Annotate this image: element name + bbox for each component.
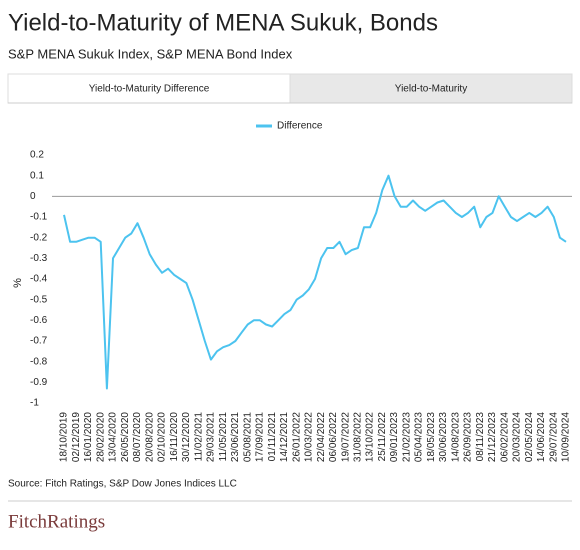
x-tick-label: 10/03/2022 [304,412,315,462]
y-tick-label: 0.2 [30,150,44,161]
y-tick-label: -0.3 [30,253,48,264]
x-tick-label: 19/07/2022 [340,412,351,462]
x-tick-label: 08/07/2020 [132,412,143,462]
x-tick-label: 11/05/2021 [218,412,229,462]
x-tick-label: 18/05/2023 [426,412,437,462]
x-tick-label: 20/03/2024 [512,412,523,462]
x-tick-label: 13/04/2020 [108,412,119,462]
tab[interactable]: Yield-to-Maturity [395,84,467,95]
x-tick-label: 23/06/2021 [230,412,241,462]
x-tick-label: 14/12/2021 [279,412,290,462]
x-tick-label: 16/11/2020 [169,412,180,462]
y-tick-label: -0.6 [30,315,48,326]
x-tick-label: 02/10/2020 [157,412,168,462]
x-tick-label: 09/01/2023 [389,412,400,462]
x-tick-label: 26/09/2023 [463,412,474,462]
y-tick-label: -0.7 [30,336,48,347]
x-tick-label: 06/06/2022 [328,412,339,462]
y-tick-label: -0.5 [30,294,48,305]
y-tick-label: -0.1 [30,212,48,223]
chart: 0.2 0.1 0 -0.1 -0.2 -0.3 -0.4 -0.5 -0.6 -0.7 -0.8 -… [30,121,572,462]
x-tick-label: 26/01/2022 [291,412,302,462]
x-tick-label: 31/08/2022 [352,412,363,462]
x-tick-label: 28/02/2020 [95,412,106,462]
x-tick-label: 22/04/2022 [316,412,327,462]
y-tick-label: -0.9 [30,377,48,388]
x-tick-label: 17/09/2021 [255,412,266,462]
y-tick-label: -0.2 [30,232,48,243]
source: Source: Fitch Ratings, S&P Dow Jones Ind… [8,479,237,490]
x-tick-label: 02/12/2019 [71,412,82,462]
y-tick-label: -1 [30,398,39,409]
y-axis-label: % [12,278,24,288]
page-title: Yield-to-Maturity of MENA Sukuk, Bonds [8,9,438,36]
tab-background-active[interactable] [7,73,291,104]
x-tick-label: 05/08/2021 [242,412,253,462]
x-tick-label: 08/11/2023 [475,412,486,462]
x-tick-label: 01/11/2021 [267,412,278,462]
x-tick-label: 25/11/2022 [377,412,388,462]
y-tick-label: 0 [30,191,36,202]
x-tick-label: 10/09/2024 [561,412,572,462]
y-tick-label: -0.8 [30,356,48,367]
x-tick-label: 14/06/2024 [536,412,547,462]
x-tick-label: 11/02/2021 [193,412,204,462]
subtitle: S&P MENA Sukuk Index, S&P MENA Bond Inde… [8,46,293,61]
x-tick-label: 29/07/2024 [548,412,559,462]
x-tick-label: 30/06/2023 [438,412,449,462]
y-tick-label: -0.4 [30,274,48,285]
x-tick-label: 21/12/2023 [487,412,498,462]
x-tick-label: 21/02/2023 [401,412,412,462]
y-tick-label: 0.1 [30,170,44,181]
x-tick-label: 14/08/2023 [450,412,461,462]
x-tick-label: 26/05/2020 [120,412,131,462]
x-tick-label: 29/03/2021 [206,412,217,462]
x-tick-label: 05/04/2023 [414,412,425,462]
x-tick-label: 20/08/2020 [144,412,155,462]
data-line [63,174,567,390]
x-tick-label: 30/12/2020 [181,412,192,462]
tab-background[interactable] [289,73,573,104]
x-tick-label: 16/01/2020 [83,412,94,462]
x-tick-label: 06/02/2024 [499,412,510,462]
tab[interactable]: Yield-to-Maturity Difference [89,84,210,95]
x-tick-label: 02/05/2024 [524,412,535,462]
x-tick-label: 18/10/2019 [59,412,70,462]
legend-label: Difference [277,121,323,132]
x-tick-label: 13/10/2022 [365,412,376,462]
logo: FitchRatings [8,511,105,532]
